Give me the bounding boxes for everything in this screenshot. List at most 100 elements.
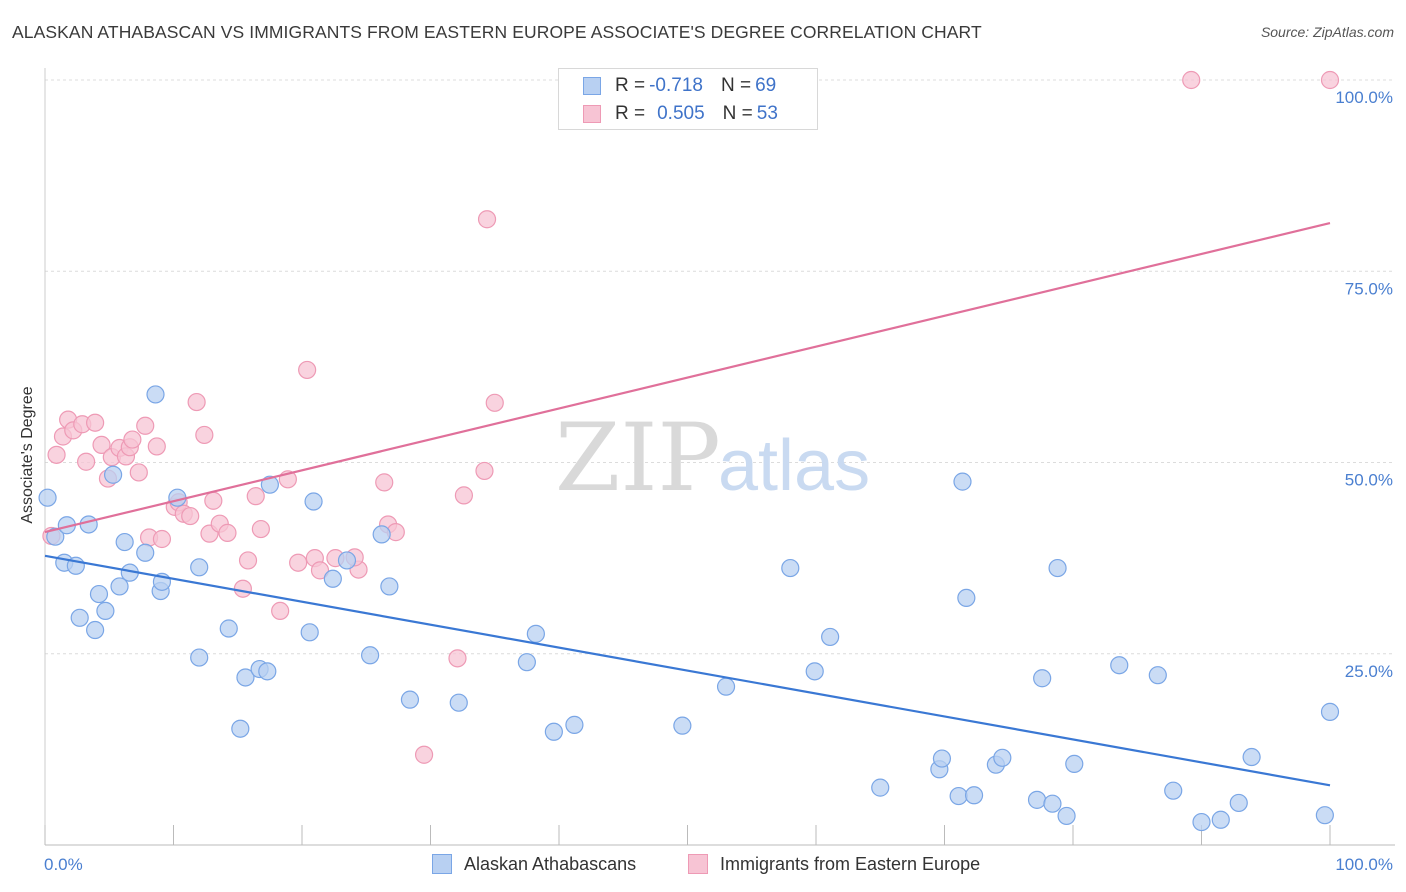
data-point: [871, 778, 890, 797]
data-point: [187, 392, 206, 412]
data-point: [485, 393, 504, 412]
data-point: [1229, 793, 1248, 813]
pink-swatch: [583, 105, 601, 123]
data-point: [190, 648, 209, 667]
data-point: [361, 646, 380, 665]
data-point: [47, 445, 66, 464]
data-point: [517, 653, 536, 672]
data-point: [77, 452, 96, 471]
trendlines: [44, 221, 1331, 787]
blue-swatch: [432, 854, 452, 874]
data-point: [1027, 790, 1047, 809]
data-point: [1048, 558, 1067, 578]
data-point: [258, 662, 277, 681]
legend-item-alaskan-athabascans: Alaskan Athabascans: [432, 852, 636, 876]
data-point: [304, 492, 323, 511]
watermark-atlas: atlas: [718, 426, 870, 506]
data-point: [298, 360, 317, 380]
data-point: [448, 649, 467, 668]
stats-legend: R = -0.718 N = 69 R = 0.505 N = 53: [558, 68, 818, 130]
data-point: [337, 551, 357, 570]
n-value: 69: [755, 75, 777, 96]
data-point: [70, 608, 89, 627]
data-point: [932, 749, 952, 768]
data-point: [181, 506, 200, 526]
watermark-zip: ZIP: [555, 404, 721, 513]
data-point: [993, 748, 1012, 767]
legend-label: Immigrants from Eastern Europe: [720, 853, 981, 874]
data-point: [449, 693, 468, 712]
data-point: [152, 529, 172, 549]
n-label: N =: [722, 103, 753, 124]
data-point: [1211, 810, 1230, 829]
data-point: [1164, 781, 1183, 800]
data-point: [46, 527, 65, 546]
data-point: [1320, 70, 1340, 90]
data-point: [115, 532, 134, 552]
data-point: [310, 561, 330, 580]
data-point: [236, 668, 255, 687]
data-point: [219, 619, 238, 638]
data-point: [953, 472, 972, 491]
data-point: [289, 553, 308, 572]
r-value: 0.505: [657, 103, 705, 124]
data-point: [104, 465, 123, 484]
tick-labels: 25.0% 50.0% 75.0% 100.0% 0.0% 100.0%: [44, 88, 1393, 874]
data-point: [190, 558, 209, 577]
y-tick-label: 25.0%: [1345, 662, 1393, 681]
data-point: [716, 677, 736, 696]
x-tick-label: 100.0%: [1335, 855, 1393, 874]
data-point: [454, 486, 474, 505]
data-point: [123, 430, 142, 449]
data-point: [218, 523, 237, 542]
data-point: [323, 569, 342, 588]
data-point: [781, 558, 800, 578]
series-immigrants-eastern-europe: [42, 70, 1340, 764]
data-point: [246, 487, 265, 506]
data-point: [957, 588, 976, 608]
data-point: [372, 525, 391, 544]
source-label: Source: ZipAtlas.com: [1260, 24, 1394, 40]
data-point: [168, 488, 187, 507]
data-point: [1315, 806, 1334, 825]
data-point: [92, 435, 111, 455]
data-point: [96, 601, 115, 621]
blue-swatch: [583, 77, 601, 95]
data-point: [1065, 754, 1084, 774]
data-point: [233, 579, 252, 598]
data-point: [1043, 794, 1062, 813]
data-point: [565, 715, 584, 734]
data-point: [1320, 702, 1340, 721]
n-label: N =: [720, 75, 752, 96]
pink-swatch: [688, 854, 708, 874]
trendline-immigrants-eastern-europe: [44, 221, 1331, 534]
data-point: [238, 551, 258, 570]
y-tick-label: 75.0%: [1345, 279, 1393, 298]
data-point: [526, 624, 545, 643]
r-value: -0.718: [649, 75, 703, 96]
data-point: [86, 413, 105, 432]
data-point: [475, 461, 494, 481]
data-point: [146, 385, 165, 404]
series-alaskan-athabascans: [38, 385, 1340, 832]
data-point: [136, 416, 155, 435]
legend-row-blue: R = -0.718 N = 69: [583, 74, 776, 98]
legend-label: Alaskan Athabascans: [464, 853, 637, 874]
data-point: [1192, 812, 1211, 832]
data-point: [251, 519, 270, 539]
x-tick-label: 0.0%: [44, 855, 83, 874]
data-point: [1182, 70, 1201, 90]
legend-row-pink: R = 0.505 N = 53: [583, 102, 778, 126]
data-point: [271, 601, 290, 621]
data-point: [673, 716, 692, 735]
r-label: R =: [615, 103, 646, 124]
data-point: [477, 210, 497, 229]
data-point: [821, 627, 840, 647]
data-point: [949, 786, 968, 806]
data-point: [110, 577, 129, 596]
data-point: [375, 473, 394, 492]
axes: [44, 68, 1395, 846]
data-point: [147, 437, 166, 456]
data-point: [400, 690, 420, 709]
